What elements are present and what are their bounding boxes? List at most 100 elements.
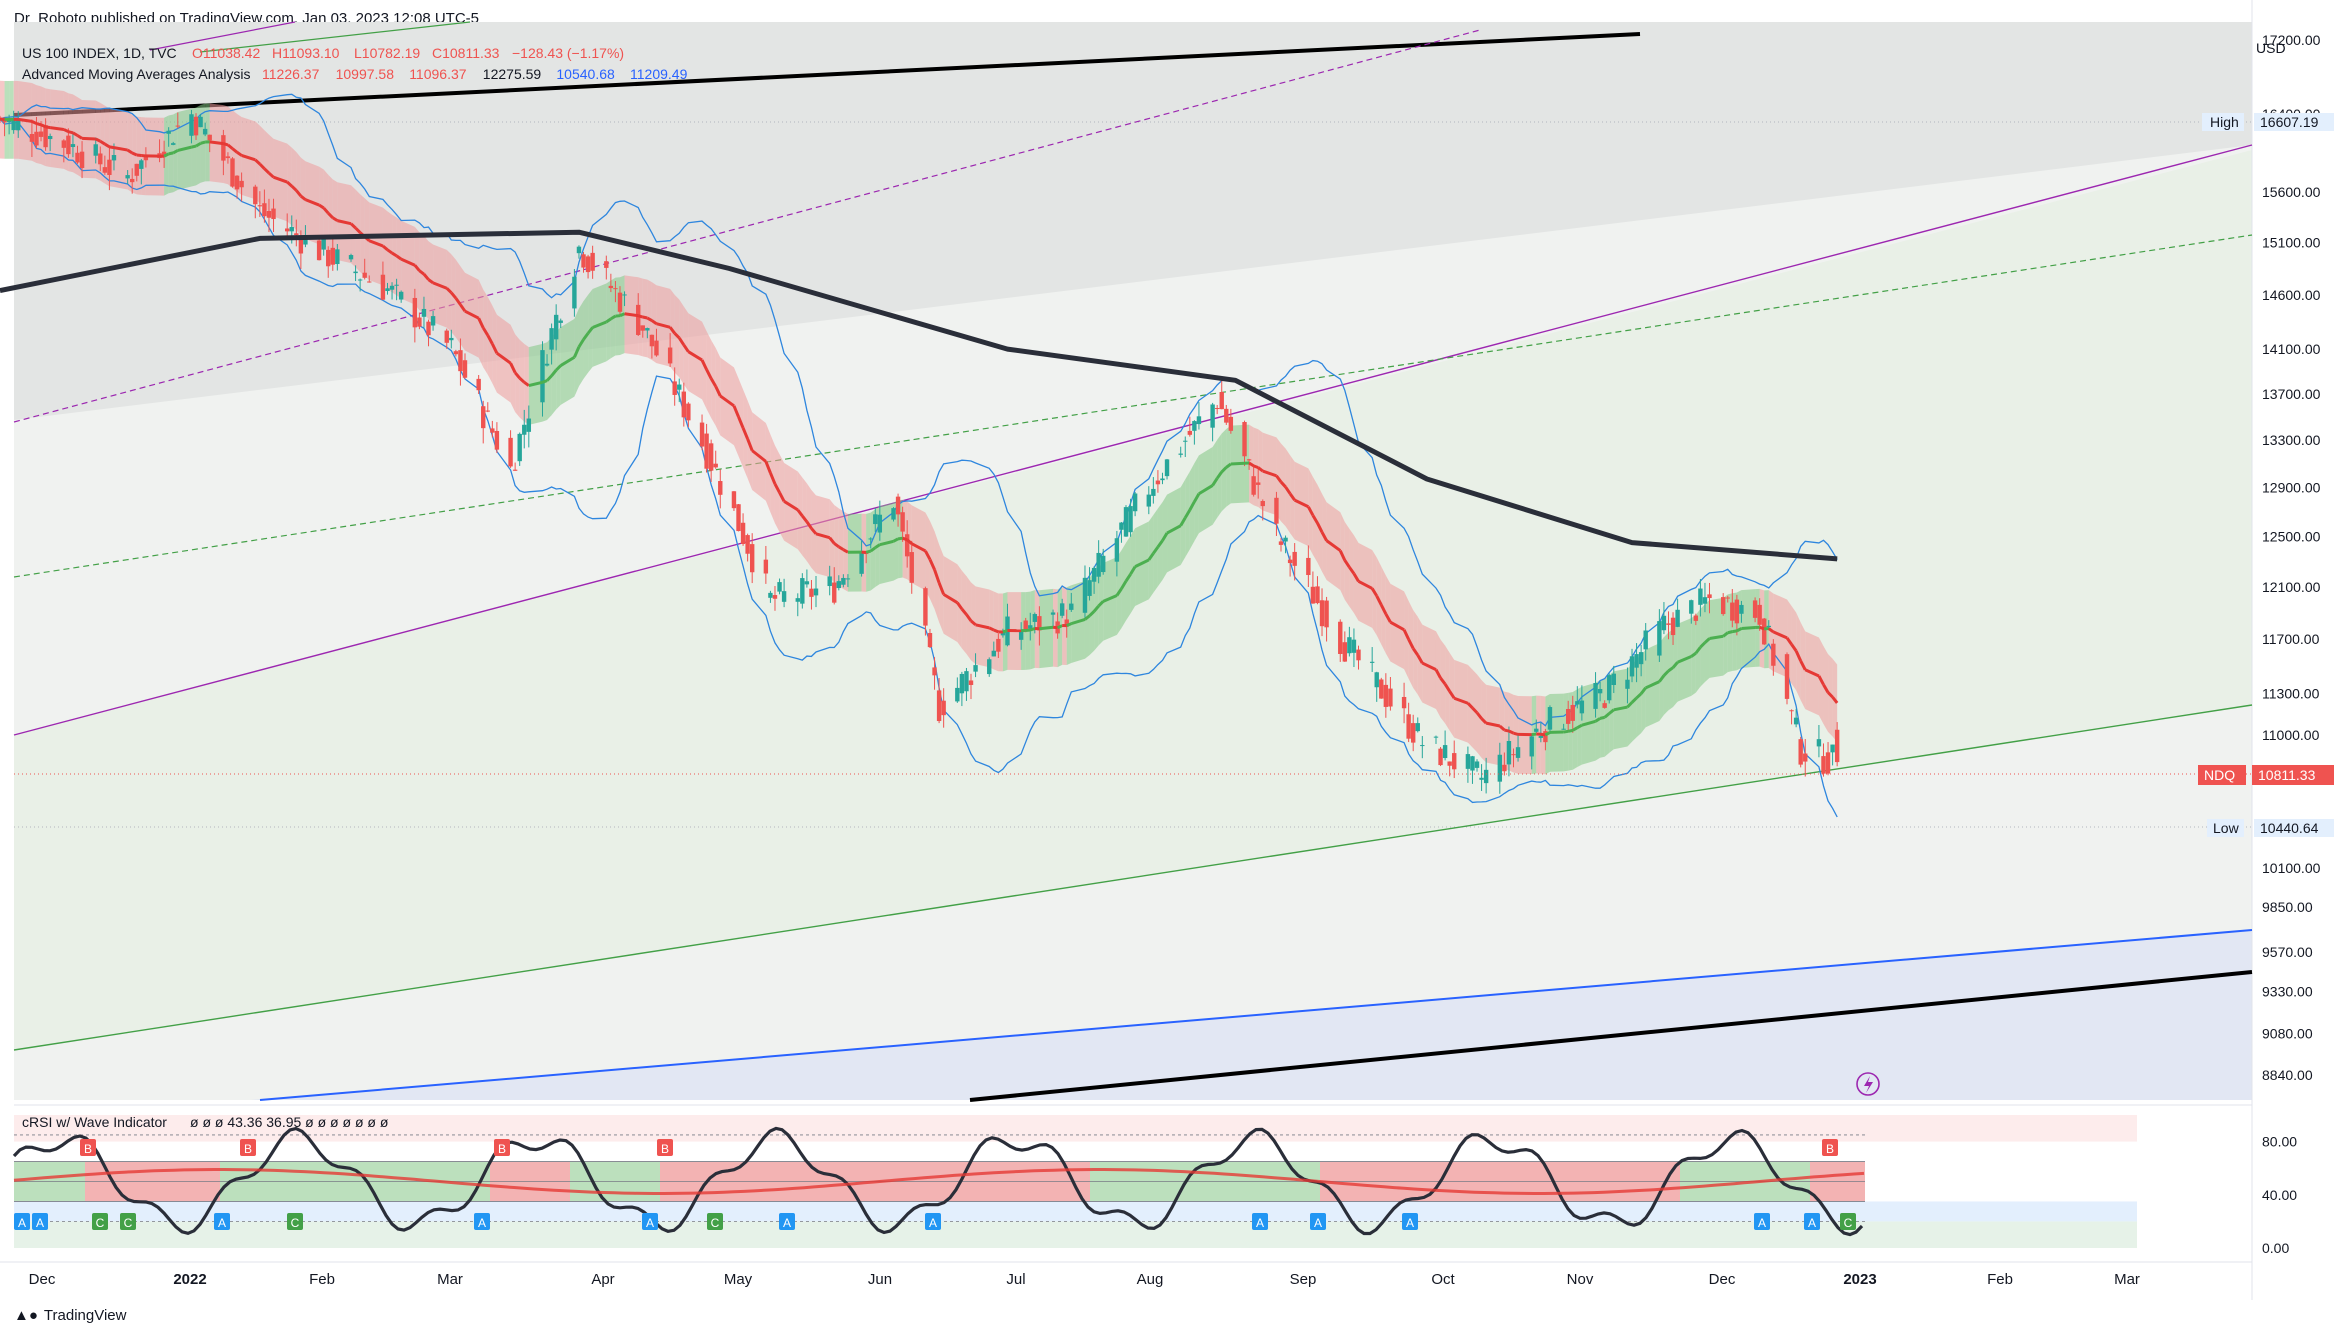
candle-body <box>61 140 67 148</box>
price-tick-label: 9570.00 <box>2262 944 2313 960</box>
candle <box>453 349 459 357</box>
indicator-values: 11226.37 10997.58 11096.37 12275.59 10540.68… <box>262 66 688 82</box>
candle <box>175 112 180 129</box>
candle-body <box>1757 604 1762 625</box>
ema-line-segment <box>1311 514 1319 524</box>
indicator-value: 10540.68 <box>556 66 615 82</box>
ohlc-open: O11038.42 <box>192 45 260 61</box>
ema-line-segment <box>1188 500 1196 511</box>
candle-body <box>1287 559 1293 564</box>
osc-signal-marker <box>120 1213 136 1230</box>
candle <box>1069 592 1074 612</box>
ema-line-segment <box>45 125 51 130</box>
candle-body <box>458 350 463 372</box>
osc-signal-marker <box>1310 1213 1326 1230</box>
candle <box>713 450 718 469</box>
candle <box>198 114 203 128</box>
ema-line-segment <box>874 543 881 549</box>
osc-signal-marker <box>657 1139 673 1156</box>
candle <box>936 678 942 724</box>
ema-line-segment <box>258 162 266 170</box>
ema-line-segment <box>1736 627 1743 633</box>
candle <box>1720 593 1726 616</box>
ema-line-segment <box>177 145 192 152</box>
ema-line-segment <box>541 379 548 384</box>
candle-body <box>1369 661 1375 663</box>
candle <box>699 414 705 451</box>
candle-body <box>34 131 39 146</box>
candle-body <box>964 671 969 692</box>
ema-line-segment <box>1066 622 1072 628</box>
candle <box>613 281 618 303</box>
ema-line-segment <box>577 338 585 348</box>
ema-line-segment <box>18 117 33 123</box>
osc-signal-marker <box>32 1213 48 1230</box>
candle-body <box>800 578 805 604</box>
ema-line-segment <box>1056 624 1063 630</box>
ema-line-segment <box>113 146 128 152</box>
candle <box>221 129 226 176</box>
ema-line-segment <box>1599 715 1605 720</box>
candle <box>1310 571 1316 604</box>
candle <box>968 673 974 700</box>
candle <box>1192 420 1197 445</box>
candle <box>544 354 550 367</box>
ema-line-segment <box>1262 469 1277 478</box>
ema-line-segment <box>783 500 799 512</box>
ema-line-segment <box>1571 726 1579 732</box>
ema-line-segment <box>1443 683 1451 693</box>
candle-body <box>1256 482 1261 485</box>
candle-body <box>763 559 769 574</box>
candle-body <box>1119 522 1124 530</box>
candle-body <box>330 247 335 265</box>
candle <box>11 110 16 134</box>
candle-body <box>1593 682 1598 709</box>
candle-body <box>130 178 135 183</box>
lightning-icon[interactable] <box>1856 1072 1880 1096</box>
ema-line-segment <box>879 539 894 547</box>
ema-line-segment <box>109 145 115 150</box>
candle-body <box>389 285 395 290</box>
candle-body <box>161 151 167 158</box>
ohlc-high: H11093.10 <box>272 45 340 61</box>
candle-body <box>777 582 782 592</box>
ema-line-segment <box>1029 627 1036 632</box>
ema-line-segment <box>40 123 47 129</box>
ema-line-segment <box>1211 477 1219 487</box>
candle-body <box>517 433 522 462</box>
time-tick-label: May <box>724 1271 753 1288</box>
ema-line-segment <box>911 542 927 553</box>
candle-body <box>198 116 203 128</box>
candles-layer <box>0 109 1840 794</box>
candle <box>70 132 76 158</box>
candle-body <box>1506 740 1512 765</box>
candle <box>161 140 167 168</box>
candle-body <box>476 378 481 391</box>
candle-body <box>1342 642 1348 662</box>
candle-body <box>1666 623 1671 625</box>
footer-brand[interactable]: ▲● TradingView <box>14 1307 126 1324</box>
candle <box>1474 759 1480 772</box>
ema-line-segment <box>1320 531 1328 542</box>
candle <box>1374 671 1379 702</box>
candle-body <box>449 337 454 341</box>
candle-body <box>494 430 500 450</box>
ema-line-segment <box>1608 708 1615 715</box>
osc-signal-letter: A <box>646 1216 654 1230</box>
candle <box>1324 596 1329 642</box>
candle-body <box>93 144 98 156</box>
candle <box>1018 622 1024 650</box>
price-tick-label: 13700.00 <box>2262 386 2321 402</box>
ema-line-segment <box>481 327 490 337</box>
candle <box>171 141 176 146</box>
ema-line-segment <box>1594 717 1601 723</box>
ema-line-segment <box>104 142 111 149</box>
candle-body <box>1210 404 1215 428</box>
ema-line-segment <box>902 536 908 542</box>
ema-line-segment <box>254 158 261 166</box>
candle-body <box>781 591 787 602</box>
candle-body <box>622 294 627 296</box>
osc-signal-marker <box>1822 1139 1838 1156</box>
ema-line-segment <box>741 427 750 440</box>
